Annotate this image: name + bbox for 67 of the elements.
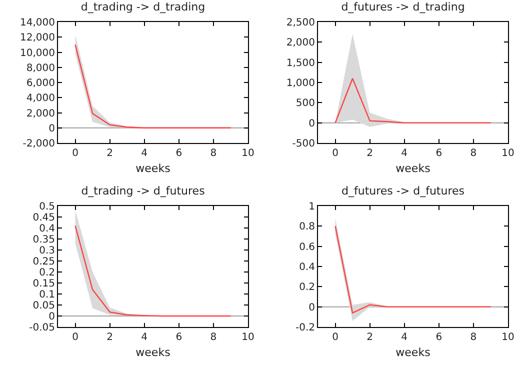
- x-axis-title: weeks: [396, 162, 431, 176]
- y-tick-label: 500: [296, 98, 315, 110]
- y-tick-label: 2,000: [26, 108, 55, 120]
- y-tick-label: 2,500: [286, 18, 315, 28]
- y-tick-label: 0.15: [32, 278, 55, 290]
- x-tick-label: 2: [366, 148, 374, 159]
- y-tick-label: 0.6: [299, 242, 315, 253]
- x-axis-title: weeks: [136, 162, 171, 176]
- y-tick-label: 0: [48, 123, 55, 134]
- x-tick-label: 0: [72, 332, 78, 343]
- y-tick-label: 0.25: [32, 256, 55, 268]
- y-tick-label: -500: [292, 138, 315, 150]
- y-tick-label: 12,000: [20, 32, 55, 44]
- y-tick-label: 0.2: [39, 268, 55, 278]
- y-tick-label: 0.5: [39, 202, 55, 212]
- y-tick-label: 0: [308, 302, 315, 314]
- x-tick-label: 4: [401, 332, 408, 343]
- x-tick-label: 10: [242, 148, 254, 159]
- x-tick-label: 4: [141, 148, 148, 159]
- chart-title: d_trading -> d_trading: [80, 0, 206, 14]
- chart-title: d_trading -> d_futures: [81, 184, 206, 198]
- x-tick-label: 6: [176, 332, 182, 343]
- y-tick-label: 0.4: [39, 224, 55, 234]
- x-tick-label: 8: [210, 332, 217, 343]
- x-tick-label: 2: [106, 332, 114, 343]
- x-axis-title: weeks: [396, 346, 431, 360]
- y-tick-label: 0.4: [299, 262, 315, 273]
- y-tick-label: -0.05: [29, 322, 55, 334]
- y-tick-label: 4,000: [26, 93, 55, 104]
- x-tick-label: 6: [176, 148, 182, 159]
- x-tick-label: 0: [332, 332, 338, 343]
- y-tick-label: 0.3: [39, 246, 55, 256]
- y-tick-label: 0: [48, 312, 55, 322]
- y-tick-label: 1: [308, 202, 315, 212]
- x-tick-label: 2: [366, 332, 374, 343]
- x-tick-label: 10: [502, 148, 514, 159]
- x-axis-title: weeks: [136, 346, 171, 360]
- y-tick-label: 8,000: [26, 62, 55, 74]
- y-tick-label: 14,000: [20, 18, 55, 28]
- y-tick-label: 2,000: [286, 38, 315, 49]
- x-tick-label: 0: [332, 148, 338, 159]
- x-tick-label: 4: [141, 332, 148, 343]
- chart-title: d_futures -> d_futures: [342, 184, 465, 198]
- x-tick-label: 10: [242, 332, 254, 343]
- y-tick-label: 1,500: [286, 58, 315, 69]
- y-tick-label: 0.45: [32, 212, 55, 224]
- y-tick-label: 6,000: [26, 78, 55, 89]
- x-tick-label: 0: [72, 148, 78, 159]
- y-tick-label: -0.2: [295, 322, 315, 334]
- y-tick-label: 0.35: [32, 234, 55, 246]
- y-tick-label: 0.1: [39, 290, 55, 300]
- x-tick-label: 8: [470, 332, 477, 343]
- x-tick-label: 4: [401, 148, 408, 159]
- chart-title: d_futures -> d_trading: [341, 0, 465, 14]
- x-tick-label: 8: [210, 148, 217, 159]
- x-tick-label: 2: [106, 148, 114, 159]
- y-tick-label: 10,000: [20, 48, 55, 59]
- x-tick-label: 6: [436, 148, 442, 159]
- x-tick-label: 6: [436, 332, 442, 343]
- y-tick-label: 0.8: [299, 222, 315, 233]
- y-tick-label: 0.05: [32, 300, 55, 312]
- y-tick-label: 0.2: [299, 282, 315, 294]
- x-tick-label: 8: [470, 148, 477, 159]
- x-tick-label: 10: [502, 332, 514, 343]
- y-tick-label: 1,000: [286, 78, 315, 89]
- y-tick-label: -2,000: [22, 138, 55, 150]
- y-tick-label: 0: [308, 118, 315, 130]
